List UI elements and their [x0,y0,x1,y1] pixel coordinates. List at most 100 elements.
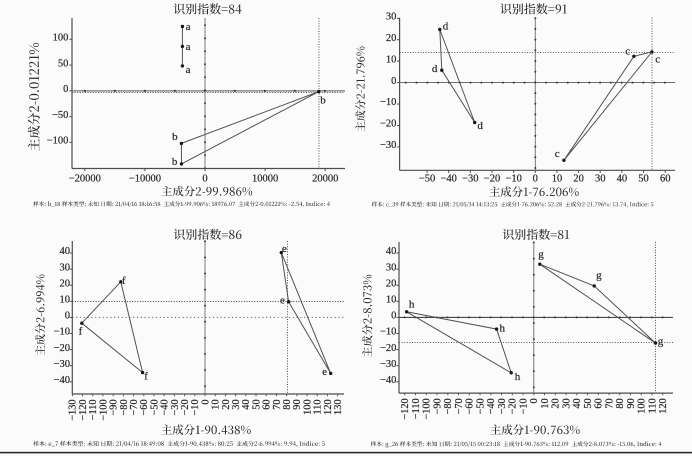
svg-text:−70: −70 [129,399,140,415]
svg-text:60: 60 [594,398,605,408]
svg-text:−80: −80 [443,398,454,414]
svg-text:100: 100 [53,33,69,44]
svg-text:10: 10 [540,398,551,408]
svg-text:f: f [79,325,83,337]
svg-text:−10: −10 [505,174,521,185]
svg-text:−10: −10 [518,398,529,414]
svg-text:90: 90 [292,399,303,409]
svg-text:10: 10 [386,295,397,306]
svg-text:−20000: −20000 [69,174,101,185]
svg-text:10: 10 [60,295,71,306]
svg-text:130: 130 [333,399,344,414]
svg-text:c: c [625,45,630,57]
svg-text:20: 20 [386,33,397,44]
svg-text:−30: −30 [170,399,181,415]
svg-text:h: h [515,371,521,383]
svg-text:−40: −40 [440,174,456,185]
svg-text:0: 0 [529,398,540,403]
svg-text:−20: −20 [180,399,191,415]
svg-text:−120: −120 [400,398,411,419]
svg-text:0: 0 [202,174,207,185]
svg-text:0: 0 [63,84,68,95]
svg-text:b: b [320,94,326,106]
svg-text:−100: −100 [98,399,109,420]
svg-text:120: 120 [323,399,334,414]
svg-text:−20: −20 [54,343,70,354]
svg-text:50: 50 [58,58,69,69]
svg-text:h: h [409,299,415,311]
svg-text:−10: −10 [190,399,201,415]
svg-text:60: 60 [660,174,671,185]
svg-text:100: 100 [302,399,313,414]
svg-text:10: 10 [552,174,563,185]
svg-text:−40: −40 [54,375,70,386]
svg-text:120: 120 [658,398,669,413]
svg-text:30: 30 [386,12,397,23]
svg-text:30: 30 [231,399,242,409]
svg-text:d: d [443,21,449,33]
svg-text:50: 50 [583,398,594,408]
svg-text:110: 110 [647,398,658,413]
svg-text:a: a [186,41,191,53]
svg-text:90: 90 [626,398,637,408]
svg-text:20: 20 [60,278,71,289]
svg-text:e: e [280,295,285,307]
svg-text:b: b [172,131,178,143]
svg-text:−100: −100 [47,136,69,147]
svg-text:c: c [555,148,560,160]
svg-text:40: 40 [386,246,397,257]
svg-text:0: 0 [65,311,70,322]
svg-text:20: 20 [386,278,397,289]
svg-text:−20: −20 [508,398,519,414]
svg-text:0: 0 [200,399,211,404]
svg-text:−110: −110 [411,398,422,419]
svg-text:80: 80 [282,399,293,409]
svg-text:10: 10 [211,399,222,409]
svg-text:100: 100 [637,398,648,413]
svg-text:40: 40 [60,246,71,257]
svg-text:d: d [432,63,438,75]
svg-text:−70: −70 [454,398,465,414]
svg-text:−110: −110 [88,399,99,420]
svg-text:−40: −40 [486,398,497,414]
svg-text:−30: −30 [380,359,396,370]
svg-text:80: 80 [615,398,626,408]
svg-text:a: a [186,21,191,33]
svg-text:g: g [538,248,544,260]
svg-text:−10000: −10000 [129,174,161,185]
svg-text:−50: −50 [419,174,435,185]
svg-text:70: 70 [272,399,283,409]
svg-text:30: 30 [60,262,71,273]
svg-text:−130: −130 [68,399,79,420]
svg-text:f: f [144,370,148,382]
svg-text:20: 20 [551,398,562,408]
svg-text:−50: −50 [475,398,486,414]
svg-text:70: 70 [604,398,615,408]
svg-text:−100: −100 [422,398,433,419]
svg-text:−30: −30 [54,359,70,370]
svg-text:e: e [322,366,327,378]
svg-text:60: 60 [262,399,273,409]
svg-text:0: 0 [391,311,396,322]
svg-text:−50: −50 [149,399,160,415]
svg-text:30: 30 [386,262,397,273]
svg-text:30: 30 [561,398,572,408]
svg-text:f: f [122,275,126,287]
svg-text:−90: −90 [432,398,443,414]
svg-text:g: g [658,335,664,347]
svg-text:−40: −40 [160,399,171,415]
svg-text:g: g [596,270,602,282]
svg-text:−90: −90 [109,399,120,415]
svg-text:h: h [500,323,506,335]
svg-text:40: 40 [572,398,583,408]
svg-text:−40: −40 [380,375,396,386]
svg-text:0: 0 [533,174,538,185]
svg-text:−80: −80 [119,399,130,415]
svg-text:50: 50 [638,174,649,185]
svg-text:−30: −30 [462,174,478,185]
svg-text:0: 0 [391,76,396,87]
svg-text:10: 10 [386,54,397,65]
svg-text:20: 20 [573,174,584,185]
svg-text:e: e [282,243,287,255]
svg-text:c: c [655,53,660,65]
